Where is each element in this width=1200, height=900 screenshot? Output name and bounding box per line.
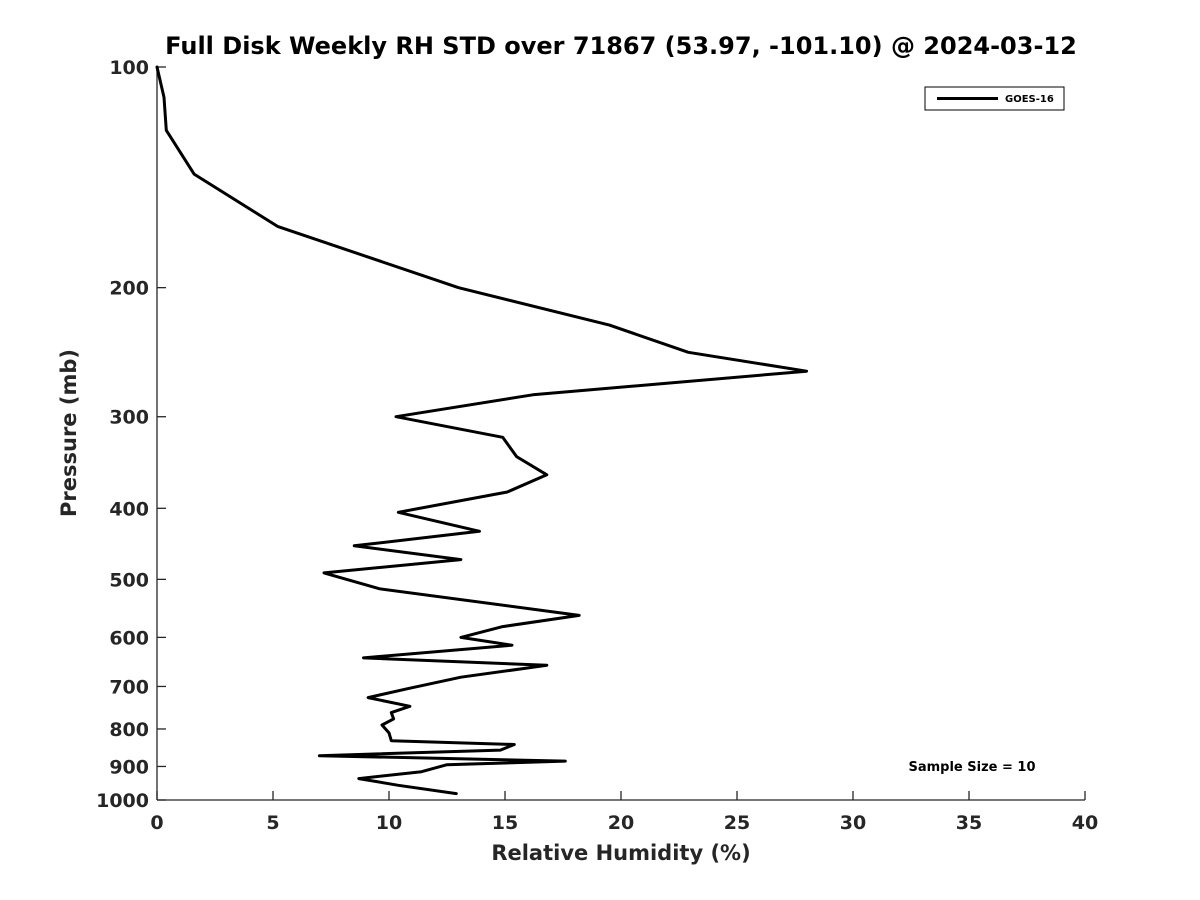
y-tick-label: 800 bbox=[109, 719, 149, 741]
y-axis: 100 200 300 400 500 600 700 800 900 1000 bbox=[96, 57, 166, 812]
y-tick-label: 500 bbox=[109, 569, 149, 591]
y-tick-label: 600 bbox=[109, 627, 149, 649]
x-tick-label: 10 bbox=[376, 812, 402, 834]
y-tick-label: 100 bbox=[109, 57, 149, 79]
series-line-goes-16 bbox=[155, 65, 809, 796]
x-tick-label: 25 bbox=[724, 812, 750, 834]
y-tick-label: 400 bbox=[109, 498, 149, 520]
x-tick-label: 30 bbox=[840, 812, 866, 834]
y-tick-label: 900 bbox=[109, 756, 149, 778]
y-axis-label: Pressure (mb) bbox=[57, 349, 81, 517]
y-tick-label: 300 bbox=[109, 407, 149, 429]
legend: GOES-16 bbox=[924, 86, 1065, 111]
x-tick-label: 15 bbox=[492, 812, 518, 834]
sample-size-annotation: Sample Size = 10 bbox=[908, 760, 1035, 775]
x-tick-label: 0 bbox=[150, 812, 163, 834]
x-axis-label: Relative Humidity (%) bbox=[491, 841, 750, 865]
legend-entry-label: GOES-16 bbox=[1005, 94, 1054, 105]
x-tick-label: 5 bbox=[266, 812, 279, 834]
y-tick-label: 200 bbox=[109, 278, 149, 300]
x-axis: 0 5 10 15 20 25 30 35 40 bbox=[150, 791, 1098, 834]
x-tick-label: 40 bbox=[1072, 812, 1098, 834]
axes bbox=[156, 67, 1085, 801]
plot-area bbox=[155, 65, 809, 796]
y-tick-label: 700 bbox=[109, 676, 149, 698]
x-tick-label: 20 bbox=[608, 812, 634, 834]
x-tick-label: 35 bbox=[956, 812, 982, 834]
y-tick-label: 1000 bbox=[96, 790, 149, 812]
chart-title: Full Disk Weekly RH STD over 71867 (53.9… bbox=[165, 32, 1077, 60]
